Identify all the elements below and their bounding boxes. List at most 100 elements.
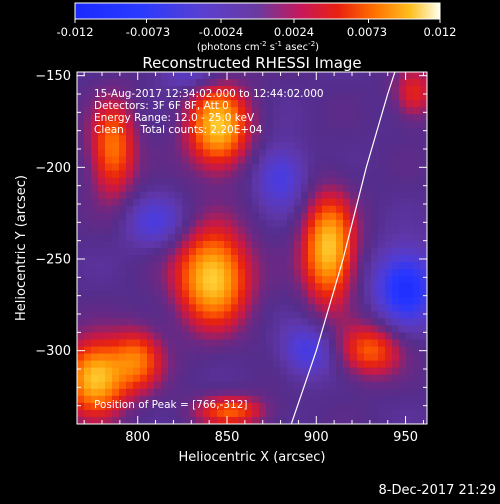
- heatmap-cell: [203, 318, 211, 327]
- heatmap-cell: [266, 297, 274, 305]
- heatmap-cell: [84, 409, 92, 418]
- heatmap-cell: [245, 163, 253, 172]
- heatmap-cell: [161, 283, 169, 291]
- heatmap-cell: [273, 353, 281, 362]
- heatmap-cell: [315, 142, 323, 151]
- heatmap-cell: [259, 212, 267, 221]
- heatmap-cell: [112, 332, 120, 341]
- heatmap-cell: [147, 332, 155, 341]
- heatmap-cell: [91, 163, 99, 172]
- heatmap-cell: [329, 367, 337, 376]
- heatmap-cell: [175, 276, 183, 284]
- heatmap-cell: [189, 304, 197, 312]
- heatmap-cell: [112, 191, 120, 200]
- heatmap-cell: [350, 240, 358, 249]
- heatmap-cell: [413, 318, 421, 327]
- heatmap-cell: [371, 163, 379, 172]
- heatmap-cell: [287, 79, 295, 87]
- heatmap-cell: [196, 339, 204, 348]
- heatmap-cell: [147, 262, 155, 270]
- heatmap-cell: [385, 402, 393, 411]
- heatmap-cell: [280, 311, 288, 319]
- heatmap-cell: [168, 402, 176, 411]
- heatmap-cell: [364, 219, 372, 228]
- heatmap-cell: [308, 269, 316, 277]
- heatmap-cell: [336, 311, 344, 319]
- heatmap-cell: [301, 205, 309, 214]
- heatmap-cell: [161, 367, 169, 376]
- heatmap-cell: [182, 395, 190, 404]
- heatmap-cell: [196, 395, 204, 404]
- heatmap-cell: [343, 353, 351, 362]
- heatmap-cell: [84, 353, 92, 362]
- heatmap-cell: [259, 269, 267, 277]
- heatmap-cell: [252, 93, 260, 101]
- heatmap-cell: [203, 86, 211, 94]
- heatmap-cell: [413, 184, 421, 193]
- heatmap-cell: [280, 304, 288, 312]
- heatmap-cell: [371, 353, 379, 362]
- heatmap-cell: [322, 233, 330, 242]
- heatmap-cell: [287, 219, 295, 228]
- x-tick-label: 800: [125, 430, 150, 445]
- heatmap-cell: [112, 198, 120, 207]
- heatmap-cell: [378, 395, 386, 404]
- heatmap-cell: [266, 142, 274, 151]
- heatmap-cell: [231, 339, 239, 348]
- heatmap-cell: [105, 346, 113, 355]
- heatmap-cell: [210, 283, 218, 291]
- heatmap-cell: [343, 198, 351, 207]
- heatmap-cell: [357, 128, 365, 136]
- heatmap-cell: [245, 86, 253, 94]
- heatmap-cell: [140, 409, 148, 418]
- heatmap-cell: [147, 233, 155, 242]
- heatmap-cell: [420, 212, 427, 221]
- heatmap-cell: [280, 395, 288, 404]
- heatmap-cell: [112, 283, 120, 291]
- heatmap-cell: [105, 142, 113, 151]
- heatmap-cell: [231, 233, 239, 242]
- colorbar-tick-label: -0.012: [56, 25, 93, 39]
- heatmap-cell: [343, 346, 351, 355]
- heatmap-cell: [84, 93, 92, 101]
- heatmap-cell: [322, 318, 330, 327]
- heatmap-cell: [84, 240, 92, 249]
- heatmap-cell: [84, 297, 92, 305]
- heatmap-cell: [357, 107, 365, 115]
- heatmap-cell: [217, 100, 225, 108]
- heatmap-cell: [175, 142, 183, 151]
- heatmap-cell: [273, 402, 281, 411]
- heatmap-cell: [273, 114, 281, 122]
- heatmap-cell: [224, 276, 232, 284]
- heatmap-cell: [385, 332, 393, 341]
- heatmap-cell: [196, 100, 204, 108]
- heatmap-cell: [182, 388, 190, 397]
- heatmap-cell: [364, 93, 372, 101]
- heatmap-cell: [105, 233, 113, 242]
- heatmap-cell: [217, 311, 225, 319]
- heatmap-cell: [357, 269, 365, 277]
- heatmap-cell: [189, 255, 197, 263]
- heatmap-cell: [168, 255, 176, 263]
- heatmap-cell: [147, 381, 155, 390]
- heatmap-cell: [343, 318, 351, 327]
- y-tick-label: −150: [35, 69, 71, 84]
- heatmap-cell: [343, 367, 351, 376]
- heatmap-cell: [399, 177, 407, 186]
- heatmap-cell: [266, 346, 274, 355]
- heatmap-cell: [315, 304, 323, 312]
- heatmap-cell: [294, 262, 302, 270]
- heatmap-cell: [364, 360, 372, 369]
- heatmap-cell: [378, 233, 386, 242]
- heatmap-cell: [315, 226, 323, 235]
- heatmap-cell: [385, 72, 393, 80]
- heatmap-cell: [238, 198, 246, 207]
- heatmap-cell: [231, 226, 239, 235]
- heatmap-cell: [161, 381, 169, 390]
- heatmap-cell: [357, 318, 365, 327]
- heatmap-cell: [280, 346, 288, 355]
- heatmap-cell: [217, 128, 225, 136]
- heatmap-cell: [140, 381, 148, 390]
- heatmap-cell: [294, 86, 302, 94]
- colorbar-tick-label: 0.0024: [274, 25, 314, 39]
